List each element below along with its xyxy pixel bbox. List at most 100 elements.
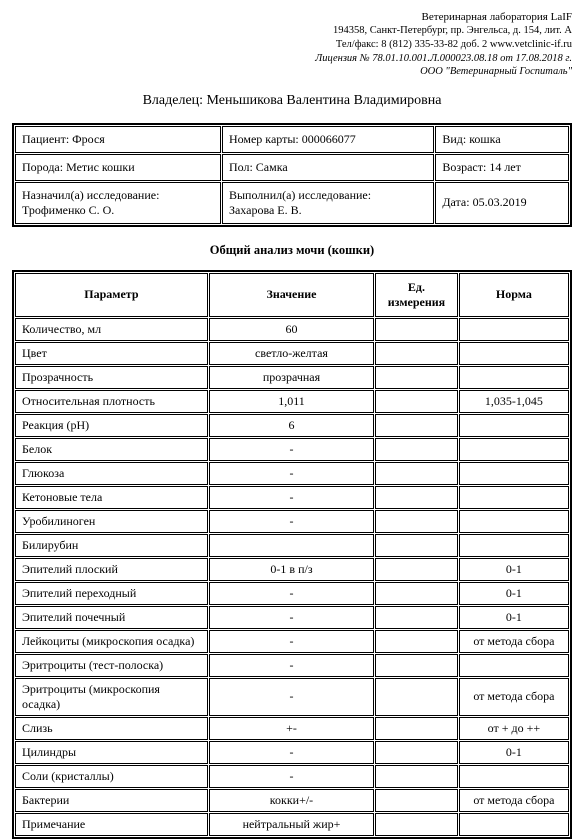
cell-unit [375, 414, 458, 437]
cell-value: нейтральный жир+ [209, 813, 374, 836]
cell-value: - [209, 462, 374, 485]
cell-value: кокки+/- [209, 789, 374, 812]
date-value: 05.03.2019 [473, 195, 527, 209]
lab-address: 194358, Санкт-Петербург, пр. Энгельса, д… [12, 24, 572, 38]
info-cell: Возраст: 14 лет [435, 154, 569, 181]
cell-unit [375, 678, 458, 716]
cell-value: - [209, 582, 374, 605]
sex-value: Самка [256, 160, 288, 174]
cell-value: 1,011 [209, 390, 374, 413]
card-label: Номер карты: [229, 132, 299, 146]
cell-param: Лейкоциты (микроскопия осадка) [15, 630, 208, 653]
col-value: Значение [209, 273, 374, 317]
cell-unit [375, 741, 458, 764]
cell-unit [375, 789, 458, 812]
cell-param: Эритроциты (тест-полоска) [15, 654, 208, 677]
table-row: Уробилиноген- [15, 510, 569, 533]
cell-norm: 0-1 [459, 606, 569, 629]
table-row: Эпителий переходный- 0-1 [15, 582, 569, 605]
cell-value: - [209, 678, 374, 716]
performed-value: Захарова Е. В. [229, 203, 302, 217]
info-cell: Выполнил(а) исследование:Захарова Е. В. [222, 182, 434, 224]
sex-label: Пол: [229, 160, 253, 174]
table-row: Кетоновые тела- [15, 486, 569, 509]
cell-value: - [209, 486, 374, 509]
owner-name: Меньшикова Валентина Владимировна [207, 93, 442, 108]
lab-org: ООО "Ветеринарный Госпиталь" [12, 65, 572, 79]
cell-value: 6 [209, 414, 374, 437]
cell-norm [459, 342, 569, 365]
cell-norm [459, 366, 569, 389]
results-table: Параметр Значение Ед. измерения Норма Ко… [12, 270, 572, 839]
table-row: Соли (кристаллы)- [15, 765, 569, 788]
assigned-label: Назначил(а) исследование: [22, 188, 159, 202]
cell-norm: 0-1 [459, 558, 569, 581]
owner-line: Владелец: Меньшикова Валентина Владимиро… [12, 93, 572, 109]
kind-value: кошка [469, 132, 500, 146]
cell-param: Уробилиноген [15, 510, 208, 533]
cell-norm [459, 438, 569, 461]
cell-norm [459, 654, 569, 677]
cell-norm: от метода сбора [459, 630, 569, 653]
cell-unit [375, 765, 458, 788]
cell-param: Эритроциты (микроскопия осадка) [15, 678, 208, 716]
cell-norm: от метода сбора [459, 789, 569, 812]
cell-norm: от + до ++ [459, 717, 569, 740]
table-row: Билирубин [15, 534, 569, 557]
table-row: Цилиндры-0-1 [15, 741, 569, 764]
cell-norm [459, 510, 569, 533]
cell-norm: 1,035-1,045 [459, 390, 569, 413]
cell-norm [459, 414, 569, 437]
age-value: 14 лет [489, 160, 521, 174]
assigned-value: Трофименко С. О. [22, 203, 114, 217]
cell-param: Глюкоза [15, 462, 208, 485]
date-label: Дата: [442, 195, 469, 209]
cell-param: Эпителий переходный [15, 582, 208, 605]
table-row: Глюкоза- [15, 462, 569, 485]
breed-value: Метис кошки [66, 160, 135, 174]
cell-param: Эпителий плоский [15, 558, 208, 581]
cell-norm [459, 462, 569, 485]
cell-value: +- [209, 717, 374, 740]
cell-norm: 0-1 [459, 582, 569, 605]
cell-unit [375, 342, 458, 365]
cell-unit [375, 654, 458, 677]
cell-norm [459, 486, 569, 509]
cell-value: - [209, 765, 374, 788]
cell-norm: от метода сбора [459, 678, 569, 716]
col-norm: Норма [459, 273, 569, 317]
cell-value: прозрачная [209, 366, 374, 389]
lab-license: Лицензия № 78.01.10.001.Л.000023.08.18 о… [12, 52, 572, 66]
table-row: Цветсветло-желтая [15, 342, 569, 365]
cell-value: светло-желтая [209, 342, 374, 365]
table-row: Белок- [15, 438, 569, 461]
table-row: Эпителий почечный-0-1 [15, 606, 569, 629]
cell-unit [375, 558, 458, 581]
cell-unit [375, 534, 458, 557]
cell-value: - [209, 630, 374, 653]
cell-unit [375, 438, 458, 461]
info-cell: Пол: Самка [222, 154, 434, 181]
cell-value [209, 534, 374, 557]
lab-name: Ветеринарная лаборатория LaIF [12, 10, 572, 24]
table-row: Относительная плотность1,0111,035-1,045 [15, 390, 569, 413]
cell-value: 60 [209, 318, 374, 341]
age-label: Возраст: [442, 160, 486, 174]
table-row: Эритроциты (тест-полоска)- [15, 654, 569, 677]
patient-label: Пациент: [22, 132, 69, 146]
cell-value: - [209, 438, 374, 461]
owner-label: Владелец: [143, 93, 207, 108]
cell-param: Соли (кристаллы) [15, 765, 208, 788]
table-row: Примечаниенейтральный жир+ [15, 813, 569, 836]
table-row: Бактериикокки+/-от метода сбора [15, 789, 569, 812]
cell-param: Белок [15, 438, 208, 461]
table-row: Количество, мл60 [15, 318, 569, 341]
cell-norm [459, 318, 569, 341]
table-row: Эпителий плоский0-1 в п/з0-1 [15, 558, 569, 581]
section-title: Общий анализ мочи (кошки) [12, 243, 572, 258]
table-row: Реакция (pH)6 [15, 414, 569, 437]
kind-label: Вид: [442, 132, 466, 146]
cell-unit [375, 510, 458, 533]
cell-param: Кетоновые тела [15, 486, 208, 509]
cell-norm: 0-1 [459, 741, 569, 764]
